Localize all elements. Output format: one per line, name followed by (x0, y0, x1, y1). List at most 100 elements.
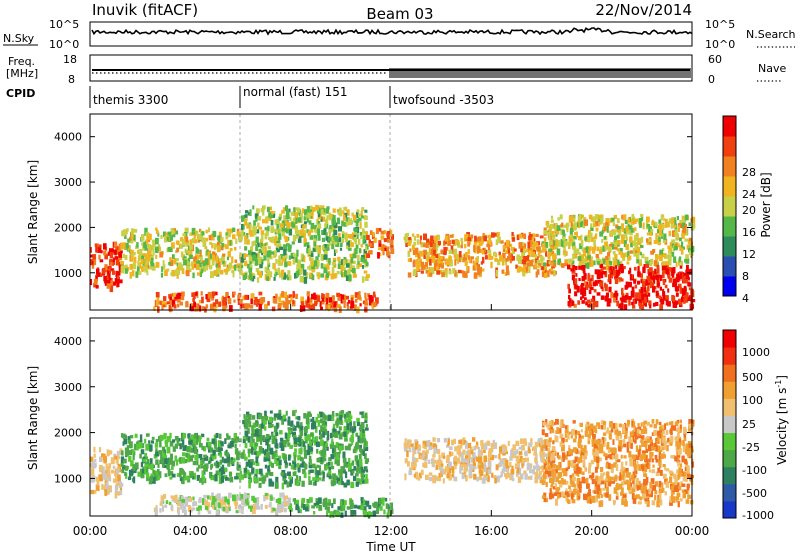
echo-cell (176, 473, 180, 477)
echo-cell (261, 435, 266, 441)
echo-cell (363, 235, 366, 241)
echo-cell (349, 504, 353, 509)
echo-cell (284, 291, 287, 298)
echo-cell (668, 247, 672, 253)
echo-cell (620, 223, 624, 230)
echo-cell (218, 477, 223, 484)
echo-cell (337, 263, 341, 270)
echo-cell (538, 441, 542, 448)
echo-cell (275, 272, 279, 276)
echo-cell (300, 463, 303, 468)
echo-cell (480, 443, 485, 450)
echo-cell (239, 470, 243, 478)
echo-cell (467, 255, 470, 260)
echo-cell (187, 433, 191, 438)
echo-cell (376, 507, 379, 514)
freq-left-tick-bottom: 8 (68, 73, 75, 86)
echo-cell (340, 466, 344, 470)
echo-cell (548, 248, 553, 252)
echo-cell (309, 450, 313, 455)
echo-cell (346, 209, 350, 216)
echo-cell (561, 241, 565, 248)
echo-cell (289, 480, 292, 487)
echo-cell (428, 476, 433, 482)
echo-cell (413, 241, 416, 246)
echo-cell (550, 271, 554, 275)
echo-cell (222, 243, 226, 248)
echo-cell (390, 248, 395, 255)
echo-cell (479, 248, 483, 253)
echo-cell (198, 262, 202, 267)
echo-cell (684, 258, 688, 263)
echo-cell (543, 262, 547, 267)
echo-cell (146, 270, 149, 276)
echo-cell (470, 449, 474, 455)
echo-cell (132, 453, 135, 461)
echo-cell (218, 433, 222, 439)
echo-cell (409, 257, 412, 262)
echo-cell (320, 263, 324, 269)
echo-cell (650, 229, 654, 233)
echo-cell (304, 427, 308, 433)
echo-cell (346, 506, 351, 510)
echo-cell (150, 473, 154, 477)
echo-cell (674, 300, 678, 305)
echo-cell (304, 436, 308, 441)
echo-cell (268, 416, 272, 423)
echo-cell (220, 441, 224, 447)
echo-cell (593, 239, 596, 246)
echo-cell (278, 504, 281, 509)
echo-cell (317, 221, 321, 226)
echo-cell (356, 234, 359, 239)
echo-cell (341, 220, 344, 227)
echo-cell (264, 410, 267, 416)
echo-cell (579, 213, 582, 218)
noise-left-label: N.Sky (3, 32, 35, 45)
echo-cell (274, 268, 278, 275)
echo-cell (203, 464, 207, 471)
echo-cell (191, 471, 194, 475)
echo-cell (305, 418, 310, 425)
echo-cell (291, 241, 295, 245)
echo-cell (280, 223, 284, 228)
echo-cell (248, 272, 252, 279)
echo-cell (202, 237, 205, 242)
echo-cell (94, 243, 98, 247)
echo-cell (266, 276, 269, 281)
echo-cell (632, 240, 637, 246)
echo-cell (96, 480, 100, 488)
echo-cell (160, 234, 163, 239)
echo-cell (155, 448, 158, 453)
echo-cell (372, 291, 376, 297)
echo-cell (324, 244, 327, 248)
echo-cell (226, 435, 230, 440)
echo-cell (590, 223, 593, 229)
echo-cell (116, 455, 120, 460)
echo-cell (360, 244, 363, 248)
echo-cell (617, 230, 622, 236)
echo-cell (301, 255, 306, 262)
echo-cell (122, 434, 127, 440)
echo-cell (656, 280, 660, 287)
echo-cell (210, 233, 215, 241)
echo-cell (286, 243, 290, 247)
echo-cell (259, 272, 263, 278)
echo-cell (347, 300, 351, 304)
echo-cell (583, 250, 587, 257)
echo-cell (333, 452, 337, 456)
echo-cell (173, 258, 177, 265)
echo-cell (291, 254, 295, 259)
echo-cell (332, 208, 336, 213)
echo-cell (267, 470, 271, 475)
echo-cell (677, 225, 680, 232)
echo-cell (132, 476, 136, 484)
echo-cell (230, 441, 234, 447)
echo-cell (488, 234, 492, 241)
echo-cell (93, 278, 98, 285)
echo-cell (544, 433, 549, 437)
echo-cell (619, 247, 623, 254)
echo-cell (244, 294, 248, 300)
echo-cell (448, 270, 452, 275)
echo-cell (664, 265, 668, 271)
echo-cell (340, 264, 344, 272)
